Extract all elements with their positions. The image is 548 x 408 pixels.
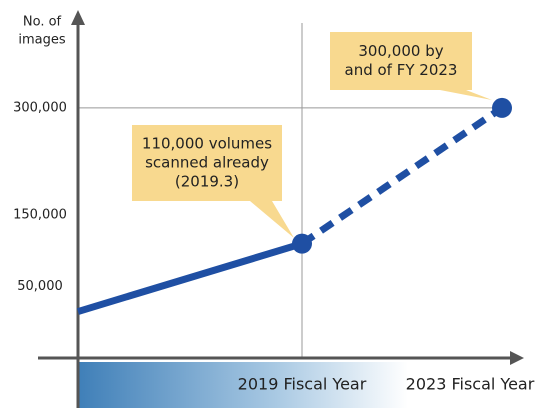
- period-band: [78, 362, 408, 408]
- x-tick-label: 2019 Fiscal Year: [238, 375, 367, 394]
- y-tick-label: 50,000: [17, 279, 63, 294]
- point: [292, 233, 312, 254]
- point: [492, 97, 512, 118]
- y-label: No. of: [23, 15, 62, 30]
- grid: [78, 23, 502, 358]
- plot: [76, 97, 512, 315]
- y-tick-label: 150,000: [13, 208, 67, 223]
- series-line: [76, 240, 304, 315]
- annotation: 300,000 by: [358, 42, 443, 60]
- x-arrow: [510, 351, 524, 365]
- callout-box: [330, 32, 492, 100]
- y-arrow: [71, 10, 85, 25]
- series-line: [300, 105, 504, 247]
- x-tick-label: 2023 Fiscal Year: [406, 375, 535, 394]
- annotation: 110,000 volumes: [142, 135, 272, 153]
- annotation: (2019.3): [175, 173, 239, 191]
- callout-box: [132, 125, 294, 238]
- y-label: images: [18, 33, 65, 48]
- annotation: scanned already: [145, 154, 269, 172]
- y-tick-label: 300,000: [13, 100, 67, 115]
- annotation: and of FY 2023: [345, 61, 458, 79]
